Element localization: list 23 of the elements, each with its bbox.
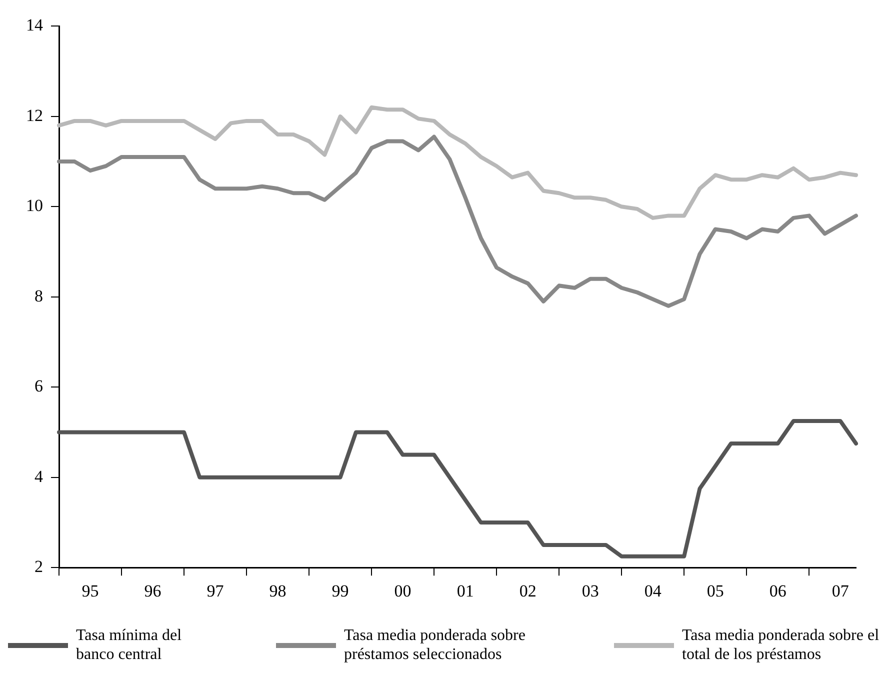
y-tick-label: 6 xyxy=(34,376,43,396)
y-tick-label: 10 xyxy=(26,196,43,216)
x-tick-label: 95 xyxy=(82,581,99,600)
x-tick-label: 06 xyxy=(769,581,786,600)
x-tick-label: 02 xyxy=(519,581,536,600)
x-tick-label: 97 xyxy=(206,581,224,600)
y-tick-label: 4 xyxy=(34,466,44,486)
x-tick-label: 00 xyxy=(394,581,412,600)
x-tick-label: 04 xyxy=(644,581,662,600)
x-tick-label: 01 xyxy=(456,581,474,600)
x-tick-label: 99 xyxy=(332,581,349,600)
x-tick-label: 98 xyxy=(269,581,286,600)
x-tick-label: 07 xyxy=(832,581,850,600)
legend-label: Tasa media ponderada sobre préstamos seleccionados xyxy=(344,626,526,664)
legend-label: Tasa media ponderada sobre el total de los préstamos xyxy=(682,626,880,664)
y-tick-label: 12 xyxy=(26,106,43,125)
x-tick-label: 03 xyxy=(582,581,599,600)
y-tick-label: 2 xyxy=(34,557,43,576)
y-tick-label: 14 xyxy=(26,16,44,35)
x-tick-label: 96 xyxy=(144,581,162,600)
legend-label: Tasa mínima del banco central xyxy=(76,626,183,664)
y-tick-label: 8 xyxy=(34,286,43,306)
x-tick-label: 05 xyxy=(706,581,724,600)
